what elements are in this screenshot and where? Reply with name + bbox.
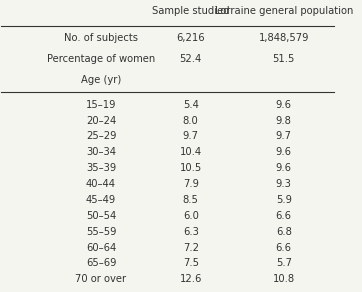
- Text: 1,848,579: 1,848,579: [258, 33, 309, 43]
- Text: 20–24: 20–24: [86, 116, 116, 126]
- Text: 6.8: 6.8: [276, 227, 292, 237]
- Text: 50–54: 50–54: [86, 211, 116, 221]
- Text: 25–29: 25–29: [86, 131, 116, 141]
- Text: 52.4: 52.4: [180, 54, 202, 64]
- Text: 12.6: 12.6: [180, 274, 202, 284]
- Text: Lorraine general population: Lorraine general population: [215, 6, 353, 16]
- Text: 9.7: 9.7: [183, 131, 199, 141]
- Text: Percentage of women: Percentage of women: [47, 54, 155, 64]
- Text: No. of subjects: No. of subjects: [64, 33, 138, 43]
- Text: 9.7: 9.7: [276, 131, 292, 141]
- Text: 8.5: 8.5: [183, 195, 199, 205]
- Text: 7.2: 7.2: [183, 243, 199, 253]
- Text: 9.6: 9.6: [276, 100, 292, 110]
- Text: 10.5: 10.5: [180, 163, 202, 173]
- Text: Sample studied: Sample studied: [152, 6, 230, 16]
- Text: 60–64: 60–64: [86, 243, 116, 253]
- Text: 15–19: 15–19: [86, 100, 116, 110]
- Text: Age (yr): Age (yr): [81, 75, 121, 85]
- Text: 70 or over: 70 or over: [75, 274, 127, 284]
- Text: 30–34: 30–34: [86, 147, 116, 157]
- Text: 7.9: 7.9: [183, 179, 199, 189]
- Text: 9.8: 9.8: [276, 116, 292, 126]
- Text: 6.6: 6.6: [276, 243, 292, 253]
- Text: 55–59: 55–59: [86, 227, 116, 237]
- Text: 6,216: 6,216: [176, 33, 205, 43]
- Text: 6.0: 6.0: [183, 211, 199, 221]
- Text: 10.8: 10.8: [273, 274, 295, 284]
- Text: 5.7: 5.7: [276, 258, 292, 268]
- Text: 35–39: 35–39: [86, 163, 116, 173]
- Text: 10.4: 10.4: [180, 147, 202, 157]
- Text: 7.5: 7.5: [183, 258, 199, 268]
- Text: 65–69: 65–69: [86, 258, 116, 268]
- Text: 5.4: 5.4: [183, 100, 199, 110]
- Text: 8.0: 8.0: [183, 116, 199, 126]
- Text: 9.6: 9.6: [276, 163, 292, 173]
- Text: 6.3: 6.3: [183, 227, 199, 237]
- Text: 40–44: 40–44: [86, 179, 116, 189]
- Text: 5.9: 5.9: [276, 195, 292, 205]
- Text: 6.6: 6.6: [276, 211, 292, 221]
- Text: 45–49: 45–49: [86, 195, 116, 205]
- Text: 51.5: 51.5: [273, 54, 295, 64]
- Text: 9.6: 9.6: [276, 147, 292, 157]
- Text: 9.3: 9.3: [276, 179, 292, 189]
